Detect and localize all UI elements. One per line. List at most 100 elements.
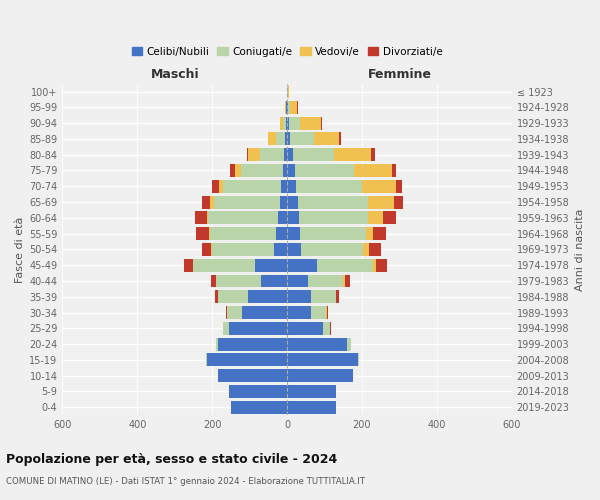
Bar [208,212,278,224]
Bar [362,180,395,193]
Bar [339,132,341,145]
Bar [216,274,261,287]
Bar [211,274,215,287]
Bar [218,369,287,382]
Bar [300,227,365,240]
Bar [235,164,241,177]
Bar [184,258,193,272]
Bar [336,290,337,303]
Bar [334,148,371,161]
Bar [218,290,248,303]
Bar [276,227,287,240]
Bar [206,212,208,224]
Bar [345,274,350,287]
Bar [308,274,343,287]
Bar [317,258,373,272]
Bar [287,243,301,256]
Bar [280,116,283,130]
Bar [290,101,297,114]
Bar [280,196,287,208]
Bar [226,306,227,319]
Bar [373,258,376,272]
Bar [219,180,223,193]
Bar [214,196,280,208]
Bar [293,148,334,161]
Bar [209,227,210,240]
Bar [287,322,323,335]
Bar [287,212,299,224]
Bar [287,290,311,303]
Bar [287,101,288,114]
Bar [212,243,274,256]
Bar [229,385,287,398]
Bar [288,85,289,98]
Bar [287,354,358,366]
Bar [223,180,281,193]
Bar [314,132,339,145]
Bar [311,290,336,303]
Bar [278,212,287,224]
Bar [392,164,397,177]
Bar [286,116,287,130]
Bar [299,212,368,224]
Bar [368,212,383,224]
Bar [290,132,314,145]
Bar [368,196,394,208]
Bar [287,274,308,287]
Bar [283,164,287,177]
Bar [287,164,295,177]
Bar [343,274,345,287]
Bar [321,116,322,130]
Bar [296,180,362,193]
Y-axis label: Anni di nascita: Anni di nascita [575,208,585,290]
Bar [202,243,211,256]
Bar [287,148,293,161]
Bar [210,227,276,240]
Bar [287,401,336,413]
Bar [247,148,248,161]
Bar [365,227,373,240]
Bar [241,164,283,177]
Bar [276,132,285,145]
Bar [255,258,287,272]
Bar [211,243,212,256]
Bar [227,306,242,319]
Bar [281,180,287,193]
Bar [287,306,311,319]
Bar [215,290,218,303]
Bar [268,132,276,145]
Bar [358,354,359,366]
Bar [383,212,397,224]
Bar [295,164,355,177]
Bar [323,322,330,335]
Bar [283,116,286,130]
Bar [260,148,284,161]
Bar [287,258,317,272]
Bar [218,338,287,350]
Bar [261,274,287,287]
Bar [210,196,214,208]
Bar [274,243,287,256]
Y-axis label: Fasce di età: Fasce di età [15,216,25,282]
Bar [301,243,363,256]
Bar [363,243,368,256]
Bar [287,338,347,350]
Bar [300,116,321,130]
Bar [230,164,235,177]
Bar [286,101,287,114]
Bar [229,322,287,335]
Bar [337,290,340,303]
Bar [231,401,287,413]
Bar [287,369,353,382]
Text: Femmine: Femmine [367,68,431,82]
Bar [242,306,287,319]
Bar [248,148,260,161]
Bar [196,212,206,224]
Bar [202,196,210,208]
Bar [394,196,403,208]
Bar [355,164,392,177]
Bar [284,148,287,161]
Bar [347,338,351,350]
Bar [287,227,300,240]
Bar [287,132,290,145]
